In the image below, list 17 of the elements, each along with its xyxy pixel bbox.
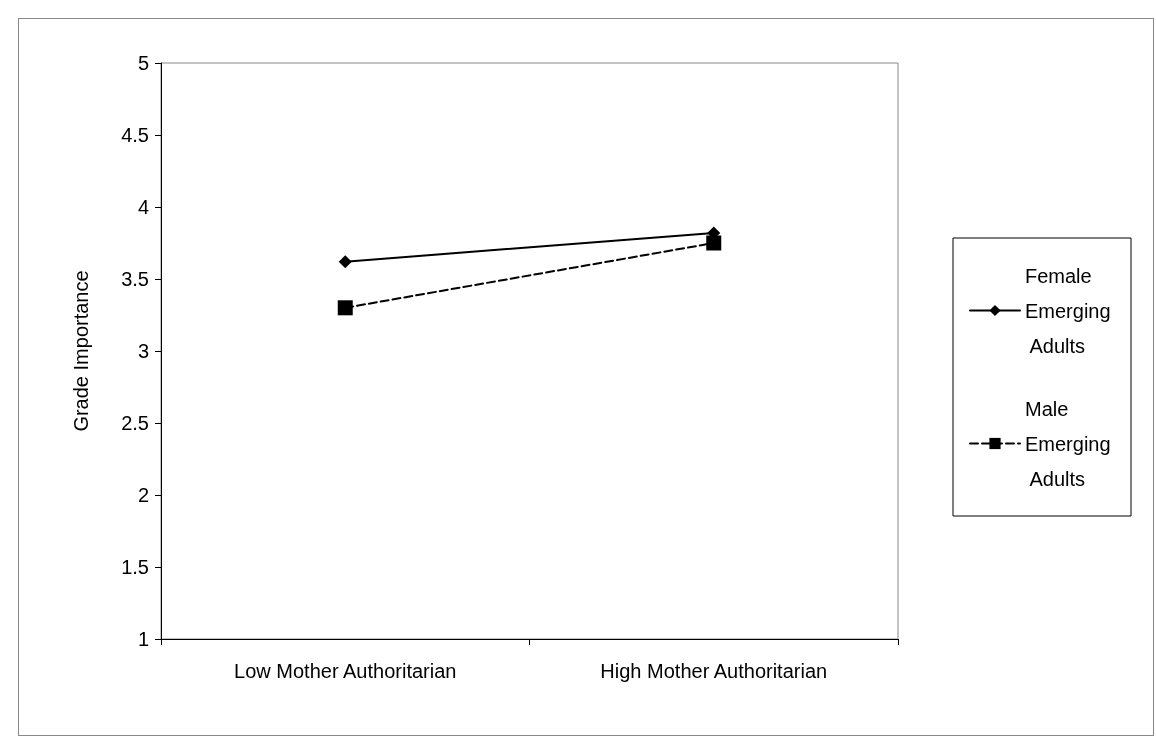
y-tick-label: 1.5 (121, 556, 149, 578)
y-tick-label: 5 (137, 52, 149, 74)
point (338, 255, 352, 269)
y-tick-label: 3 (137, 340, 149, 362)
legend-label: Female Emerging Adults (1025, 264, 1111, 357)
legend-label: Male Emerging Adults (1025, 397, 1111, 490)
y-tick-label: 3.5 (121, 268, 149, 290)
y-tick-label: 1 (137, 628, 149, 650)
point (706, 235, 722, 251)
y-axis-title: Grade Importance (70, 270, 92, 432)
x-tick-label: Low Mother Authoritarian (234, 660, 457, 682)
x-tick-label: High Mother Authoritarian (600, 660, 828, 682)
y-tick-label: 2 (137, 484, 149, 506)
y-tick-label: 4.5 (121, 124, 149, 146)
y-tick-label: 2.5 (121, 412, 149, 434)
y-tick-label: 4 (137, 196, 149, 218)
point (337, 300, 353, 316)
